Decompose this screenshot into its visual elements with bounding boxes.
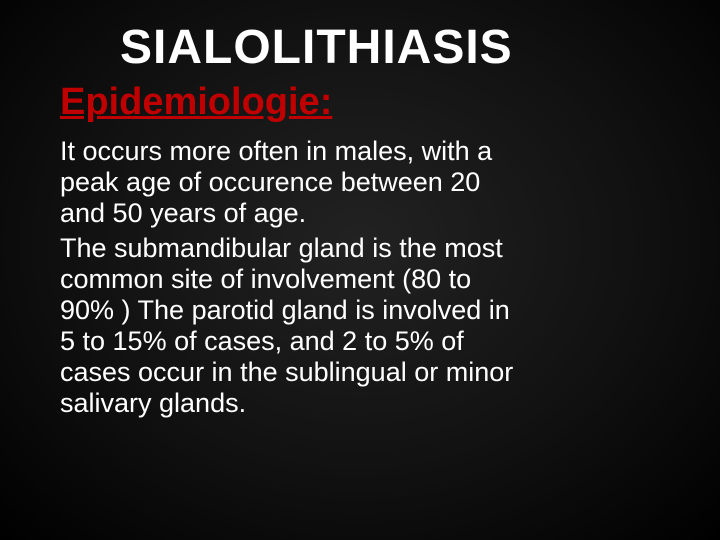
slide: SIALOLITHIASIS Epidemiologie: It occurs … bbox=[0, 0, 720, 540]
slide-subtitle: Epidemiologie: bbox=[60, 81, 630, 124]
body-paragraph-1: It occurs more often in males, with a pe… bbox=[60, 136, 520, 229]
slide-body: It occurs more often in males, with a pe… bbox=[60, 136, 520, 419]
slide-title: SIALOLITHIASIS bbox=[60, 20, 630, 75]
body-paragraph-2: The submandibular gland is the most comm… bbox=[60, 233, 520, 419]
